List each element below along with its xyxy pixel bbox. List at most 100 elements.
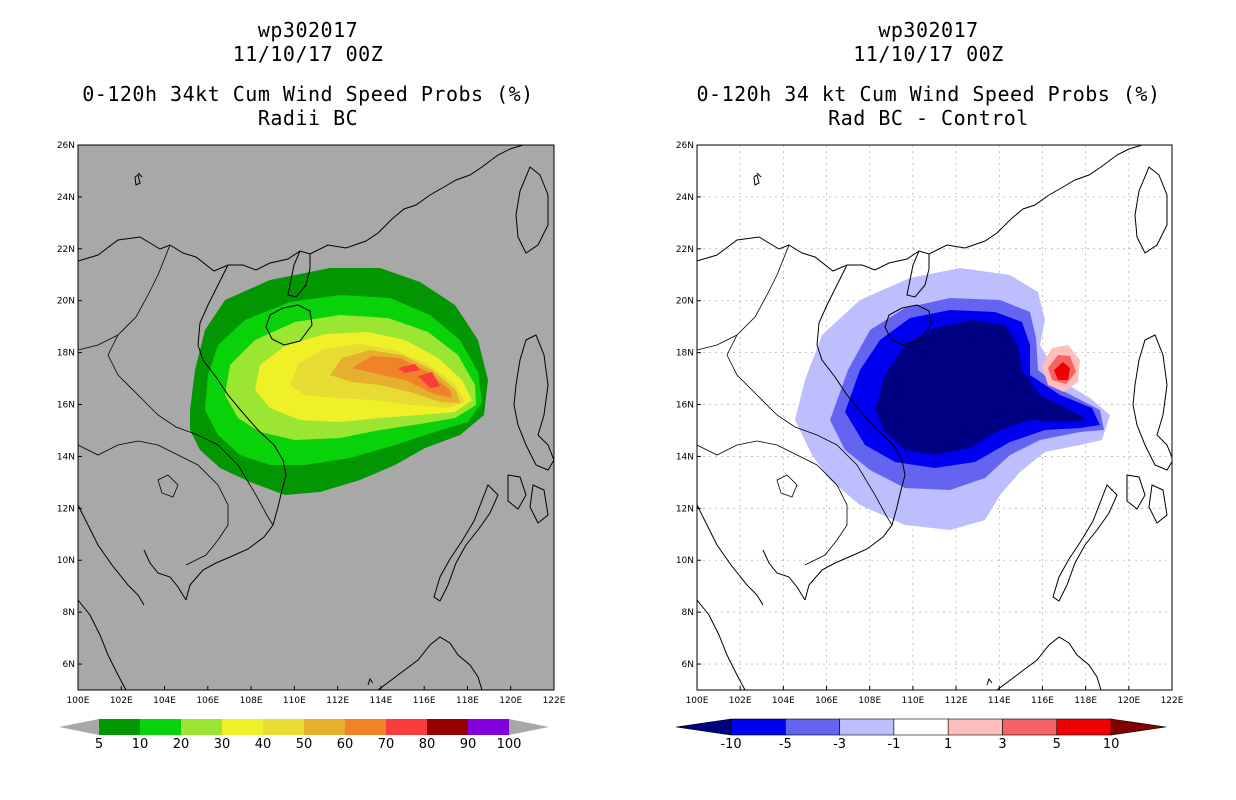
left-map-panel: 26N 24N 22N 20N 18N 16N 14N 12N 10N 8N 6N 100E 102E… [57, 141, 566, 706]
left-lat-label: 18N [57, 349, 75, 359]
right-colorbar: -10 -5 -3 -1 1 3 5 10 [675, 718, 1167, 752]
left-contour-60 [352, 356, 452, 398]
left-colorbar-label: 70 [378, 737, 395, 752]
left-colorbar-box [99, 719, 140, 735]
right-lon-label: 102E [729, 696, 752, 706]
right-colorbar-box [1056, 718, 1112, 736]
left-lon-label: 100E [67, 696, 90, 706]
right-grid-lines [697, 145, 1172, 690]
left-colorbar-high-arrow [509, 719, 549, 735]
right-lon-label: 114E [988, 696, 1011, 706]
left-lon-label: 110E [283, 696, 306, 706]
right-colorbar-box [893, 718, 949, 736]
right-colorbar-label: 10 [1103, 737, 1120, 752]
right-lat-label: 12N [676, 504, 694, 514]
right-title-date: 11/10/17 00Z [853, 42, 1004, 66]
left-lon-label: 118E [456, 696, 479, 706]
right-colorbar-label: -1 [887, 737, 900, 752]
left-map-frame [77, 144, 555, 691]
right-lon-label: 118E [1074, 696, 1097, 706]
left-title: wp302017 11/10/17 00Z 0-120h 34kt Cum Wi… [58, 18, 558, 130]
left-title-subtitle: Radii BC [257, 106, 359, 130]
left-title-product: 0-120h 34kt Cum Wind Speed Probs (%) [82, 82, 534, 106]
left-lon-label: 106E [196, 696, 219, 706]
right-lon-label: 104E [772, 696, 795, 706]
left-lat-label: 6N [63, 660, 75, 670]
right-colorbar-high-arrow [1110, 718, 1167, 736]
right-lon-label: 108E [858, 696, 881, 706]
right-contour-n10 [875, 320, 1088, 455]
right-colorbar-label: 5 [1053, 737, 1061, 752]
right-colorbar-box [730, 718, 786, 736]
left-lat-label: 22N [57, 245, 75, 255]
left-colorbar-low-arrow [59, 719, 99, 735]
right-map-frame [696, 144, 1173, 691]
left-colorbar-label: 20 [173, 737, 190, 752]
right-lat-label: 20N [676, 297, 694, 307]
right-colorbar-box [1002, 718, 1058, 736]
left-colorbar-box [263, 719, 304, 735]
left-lon-label: 108E [240, 696, 263, 706]
left-lat-label: 24N [57, 193, 75, 203]
right-lon-label: 112E [945, 696, 968, 706]
left-colorbar-box [181, 719, 222, 735]
left-colorbar: 5 10 20 30 40 50 60 70 80 90 100 [59, 719, 549, 752]
left-colorbar-box [345, 719, 386, 735]
right-colorbar-label: -10 [720, 737, 741, 752]
left-lon-label: 122E [543, 696, 566, 706]
right-contour-p5 [1054, 362, 1070, 380]
left-colorbar-label: 60 [337, 737, 354, 752]
right-title-product: 0-120h 34 kt Cum Wind Speed Probs (%) [696, 82, 1161, 106]
left-colorbar-label: 80 [419, 737, 436, 752]
right-title: wp302017 11/10/17 00Z 0-120h 34 kt Cum W… [676, 18, 1181, 130]
right-lon-label: 116E [1031, 696, 1054, 706]
left-colorbar-label: 100 [497, 737, 522, 752]
left-title-storm-id: wp302017 [257, 18, 359, 42]
left-lat-label: 12N [57, 504, 75, 514]
right-lat-label: 10N [676, 556, 694, 566]
left-lon-label: 104E [153, 696, 176, 706]
left-contour-70 [398, 364, 440, 388]
right-colorbar-box [947, 718, 1003, 736]
left-lon-label: 102E [110, 696, 133, 706]
left-lat-labels: 26N 24N 22N 20N 18N 16N 14N 12N 10N 8N 6N [57, 141, 82, 670]
left-lat-label: 20N [57, 297, 75, 307]
right-lon-label: 100E [686, 696, 709, 706]
left-colorbar-label: 30 [214, 737, 231, 752]
right-colorbar-label: -5 [779, 737, 792, 752]
right-lat-label: 26N [676, 141, 694, 151]
left-colorbar-label: 10 [132, 737, 149, 752]
left-lat-label: 10N [57, 556, 75, 566]
left-colorbar-label: 5 [95, 737, 103, 752]
left-title-date: 11/10/17 00Z [232, 42, 384, 66]
left-colorbar-box [427, 719, 468, 735]
left-lon-label: 120E [499, 696, 522, 706]
left-colorbar-box [222, 719, 263, 735]
right-lon-label: 110E [901, 696, 924, 706]
right-lat-label: 22N [676, 245, 694, 255]
left-lon-labels: 100E 102E 104E 106E 108E 110E 112E 114E 116E 118E… [67, 686, 566, 706]
right-colorbar-low-arrow [675, 718, 732, 736]
left-colorbar-label: 40 [255, 737, 272, 752]
right-lon-labels: 100E 102E 104E 106E 108E 110E 112E 114E 116E 118E… [686, 686, 1184, 706]
right-colorbar-label: 1 [944, 737, 952, 752]
right-colorbar-label: 3 [998, 737, 1006, 752]
left-colorbar-box [304, 719, 345, 735]
right-lat-label: 14N [676, 452, 694, 462]
right-lon-label: 122E [1161, 696, 1184, 706]
left-colorbar-box [386, 719, 427, 735]
right-lat-labels: 26N 24N 22N 20N 18N 16N 14N 12N 10N 8N 6N [676, 141, 701, 670]
right-title-subtitle: Rad BC - Control [828, 106, 1029, 130]
left-lon-label: 116E [413, 696, 436, 706]
right-lat-label: 6N [682, 660, 694, 670]
left-colorbar-label: 90 [460, 737, 477, 752]
right-lon-label: 120E [1117, 696, 1140, 706]
left-lon-label: 112E [326, 696, 349, 706]
right-lat-label: 16N [676, 401, 694, 411]
right-colorbar-box [839, 718, 895, 736]
right-lat-label: 8N [682, 608, 694, 618]
left-colorbar-label: 50 [296, 737, 313, 752]
left-lon-label: 114E [369, 696, 392, 706]
left-lat-label: 8N [63, 608, 75, 618]
right-colorbar-label: -3 [833, 737, 846, 752]
